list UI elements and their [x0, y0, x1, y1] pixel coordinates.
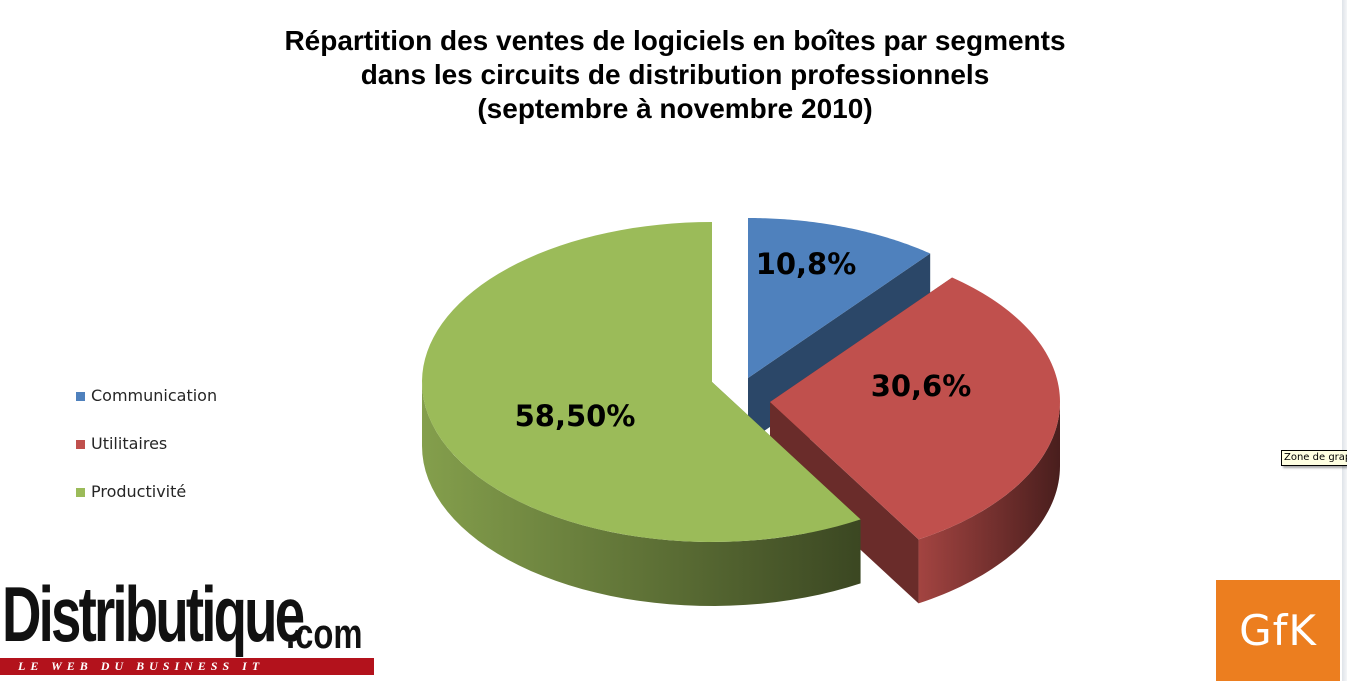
- legend-swatch-communication: [76, 391, 85, 401]
- window-edge: [1342, 0, 1347, 681]
- data-label-productivite: 58,50%: [515, 399, 636, 433]
- legend-item-utilitaires[interactable]: Utilitaires: [76, 420, 217, 468]
- slice-side-productivite: [422, 382, 861, 606]
- distributique-logo: Distributique .com LE WEB DU BUSINESS IT: [0, 568, 380, 680]
- legend-swatch-utilitaires: [76, 439, 85, 449]
- slice-top-communication[interactable]: [748, 218, 931, 378]
- slice-utilitaires[interactable]: [770, 277, 1060, 604]
- slice-productivite[interactable]: [422, 222, 861, 606]
- legend-item-communication[interactable]: Communication: [76, 372, 217, 420]
- pie-slices[interactable]: [422, 218, 1060, 606]
- chart-title: Répartition des ventes de logiciels en b…: [150, 24, 1200, 126]
- legend-label-productivite: Productivité: [91, 482, 187, 501]
- distributique-logo-tagline: LE WEB DU BUSINESS IT: [18, 659, 265, 673]
- slice-top-utilitaires[interactable]: [770, 277, 1060, 540]
- data-label-communication: 10,8%: [756, 247, 857, 281]
- distributique-logo-bar: [0, 658, 374, 675]
- legend-label-utilitaires: Utilitaires: [91, 434, 168, 453]
- legend[interactable]: Communication Utilitaires Productivité: [76, 372, 217, 516]
- title-line-3: (septembre à novembre 2010): [477, 93, 873, 124]
- distributique-logo-suffix: .com: [286, 610, 363, 657]
- title-line-1: Répartition des ventes de logiciels en b…: [284, 25, 1066, 56]
- slice-side-utilitaires: [918, 402, 1060, 604]
- gfk-logo: GfK: [1216, 580, 1340, 681]
- gfk-logo-text: GfK: [1239, 606, 1317, 655]
- legend-swatch-productivite: [76, 487, 85, 497]
- data-label-utilitaires: 30,6%: [871, 369, 972, 403]
- legend-label-communication: Communication: [91, 386, 218, 405]
- slice-top-productivite[interactable]: [422, 222, 861, 542]
- chart-area-tooltip: Zone de graphique: [1281, 450, 1347, 466]
- slice-wall-utilitaires: [770, 402, 919, 604]
- distributique-logo-name: Distributique: [2, 570, 305, 658]
- title-line-2: dans les circuits de distribution profes…: [360, 59, 990, 90]
- legend-item-productivite[interactable]: Productivité: [76, 468, 217, 516]
